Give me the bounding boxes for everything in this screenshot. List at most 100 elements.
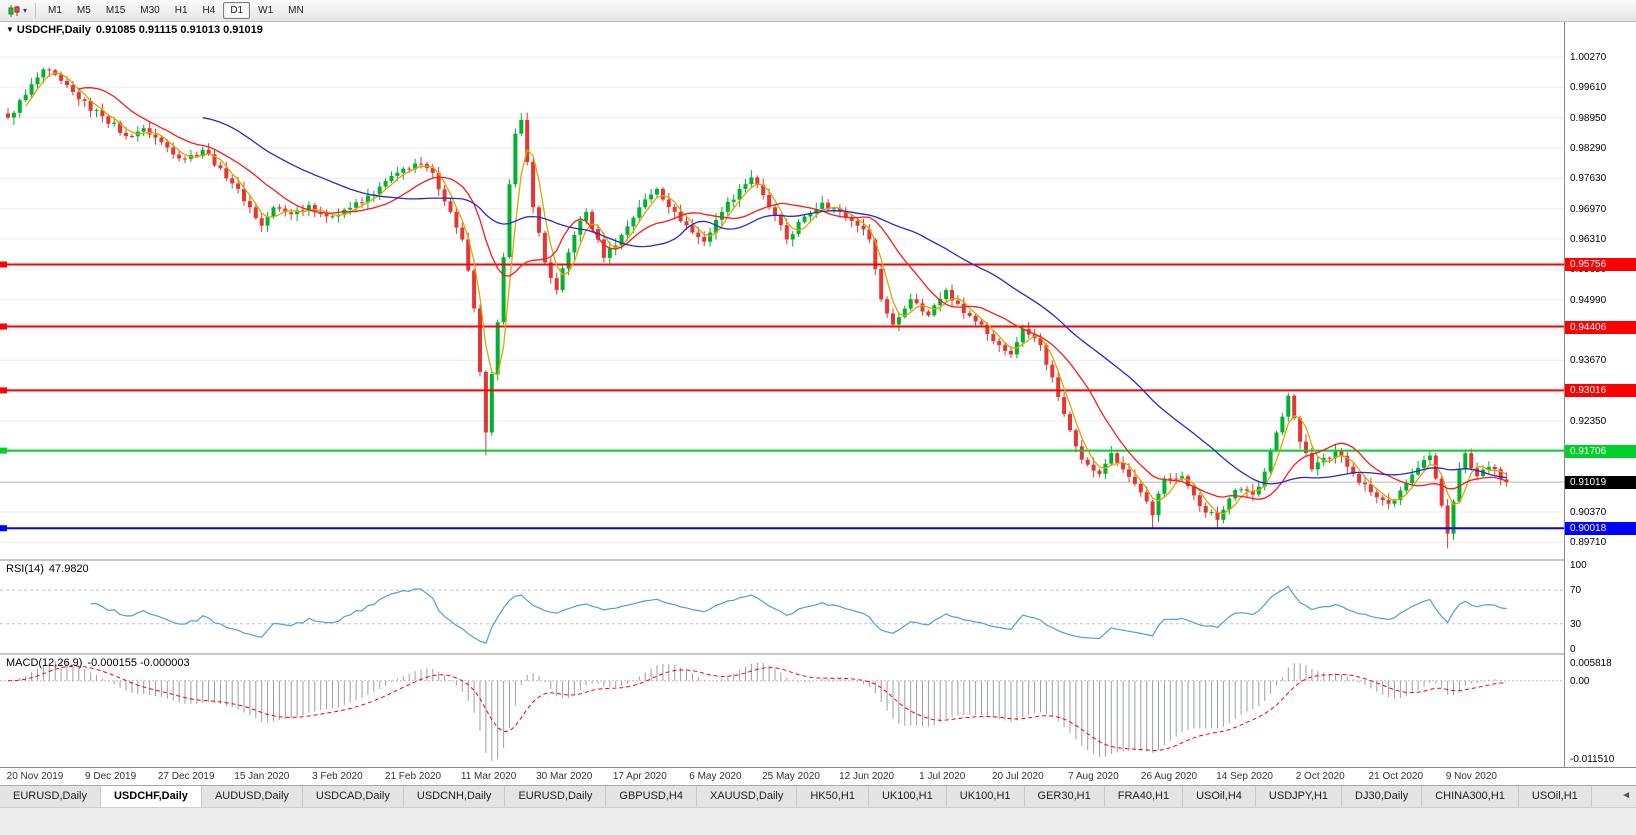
date-tick-label: 15 Jan 2020 — [234, 771, 290, 782]
pane-separator[interactable] — [0, 559, 1636, 561]
date-tick-label: 7 Aug 2020 — [1068, 771, 1119, 782]
timeframe-button-m15[interactable]: M15 — [105, 5, 126, 16]
macd-scale-zero: 0.00 — [1570, 675, 1590, 687]
chart-tab-eurusd-daily[interactable]: EURUSD,Daily — [0, 786, 101, 807]
rsi-level-label: 30 — [1570, 618, 1582, 630]
chart-tab-uk100-h1[interactable]: UK100,H1 — [868, 786, 947, 807]
chart-tab-ger30-h1[interactable]: GER30,H1 — [1024, 786, 1105, 807]
price-tick-label: 0.94990 — [1570, 294, 1607, 306]
price-chart-canvas[interactable] — [0, 22, 1564, 559]
price-scale[interactable]: 1.00270 0.99610 0.98950 0.98290 0.97630 0.969… — [1564, 22, 1636, 767]
price-tick-label: 0.93670 — [1570, 355, 1607, 367]
price-tick-label: 0.99610 — [1570, 82, 1607, 94]
rsi-level-label: 100 — [1570, 560, 1587, 571]
timeframe-button-m1[interactable]: M1 — [48, 5, 62, 16]
price-tick-label: 1.00270 — [1570, 51, 1607, 63]
chart-symbol-label: USDCHF,Daily — [16, 24, 91, 36]
chart-ohlc-values: 0.91085 0.91115 0.91013 0.91019 — [95, 24, 263, 36]
date-tick-label: 2 Oct 2020 — [1295, 771, 1345, 782]
macd-scale-bottom: -0.011510 — [1570, 754, 1615, 765]
price-tick-label: 0.90370 — [1570, 507, 1607, 519]
last-price-tag: 0.91019 — [1565, 476, 1636, 490]
chart-title: ▼ USDCHF,Daily 0.91085 0.91115 0.91013 0.9… — [6, 24, 263, 36]
timeframe-button-h1[interactable]: H1 — [174, 5, 188, 16]
tab-scroll-left-icon[interactable]: ◄ — [1621, 790, 1631, 801]
chart-window: ▼ USDCHF,Daily 0.91085 0.91115 0.91013 0.9… — [0, 22, 1636, 785]
price-tick-label: 0.98950 — [1570, 112, 1607, 124]
time-axis[interactable]: 20 Nov 2019 9 Dec 2019 27 Dec 2019 15 Jan 2… — [0, 767, 1636, 785]
hline-price-tag[interactable]: 0.93016 — [1565, 384, 1636, 398]
chevron-down-icon: ▾ — [23, 6, 28, 15]
timeframe-button-m5[interactable]: M5 — [76, 5, 91, 16]
macd-scale-top: 0.005818 — [1570, 658, 1612, 669]
chart-tab-xauusd-daily[interactable]: XAUUSD,Daily — [696, 786, 798, 807]
date-tick-label: 3 Feb 2020 — [312, 771, 363, 782]
price-tick-label: 0.89710 — [1570, 537, 1607, 549]
chart-tab-usoil-h1[interactable]: USOil,H1 — [1518, 786, 1592, 807]
macd-chart-canvas[interactable] — [0, 655, 1564, 767]
price-tick-label: 0.96310 — [1570, 233, 1607, 245]
rsi-pane[interactable]: RSI(14) 47.9820 — [0, 561, 1564, 653]
chart-tab-fra40-h1[interactable]: FRA40,H1 — [1104, 786, 1184, 807]
date-tick-label: 14 Sep 2020 — [1216, 771, 1273, 782]
date-tick-label: 27 Dec 2019 — [157, 771, 215, 782]
chart-tab-usdcnh-daily[interactable]: USDCNH,Daily — [403, 786, 506, 807]
chart-tab-usdjpy-h1[interactable]: USDJPY,H1 — [1255, 786, 1343, 807]
macd-values: -0.000155 -0.000003 — [87, 657, 190, 669]
price-tick-label: 0.97630 — [1570, 173, 1607, 185]
rsi-label: RSI(14) 47.9820 — [6, 563, 89, 575]
macd-name: MACD(12,26,9) — [6, 657, 83, 669]
hline-price-tag[interactable]: 0.91706 — [1565, 444, 1636, 458]
hline-price-tag[interactable]: 0.90018 — [1565, 522, 1636, 536]
date-tick-label: 30 Mar 2020 — [536, 771, 593, 782]
date-tick-label: 6 May 2020 — [689, 771, 742, 782]
chart-tabs: EURUSD,Daily USDCHF,Daily AUDUSD,Daily USDC… — [0, 786, 1592, 807]
price-tick-label: 0.96970 — [1570, 203, 1607, 215]
chart-tab-usdchf-daily[interactable]: USDCHF,Daily — [100, 786, 202, 807]
date-tick-label: 25 May 2020 — [762, 771, 820, 782]
chart-tab-audusd-daily[interactable]: AUDUSD,Daily — [201, 786, 303, 807]
chart-tab-gbpusd-h4[interactable]: GBPUSD,H4 — [606, 786, 697, 807]
timeframe-toolbar: ▾ M1 M5 M15 M30 H1 H4 D1 W1 MN — [0, 0, 1636, 22]
macd-label: MACD(12,26,9) -0.000155 -0.000003 — [6, 657, 190, 669]
date-tick-label: 21 Oct 2020 — [1368, 771, 1424, 782]
timeframe-button-w1[interactable]: W1 — [258, 5, 274, 16]
hline-price-tag[interactable]: 0.95756 — [1565, 258, 1636, 272]
chart-tab-hk50-h1[interactable]: HK50,H1 — [797, 786, 869, 807]
macd-pane[interactable]: MACD(12,26,9) -0.000155 -0.000003 — [0, 655, 1564, 767]
chart-dropdown-icon[interactable]: ▼ — [6, 25, 14, 34]
date-tick-label: 1 Jul 2020 — [919, 771, 966, 782]
chart-tab-usoil-h4[interactable]: USOil,H4 — [1183, 786, 1256, 807]
date-tick-label: 26 Aug 2020 — [1140, 771, 1198, 782]
price-pane[interactable]: ▼ USDCHF,Daily 0.91085 0.91115 0.91013 0.9… — [0, 22, 1564, 559]
candlestick-chart-icon[interactable]: ▾ — [4, 3, 30, 19]
price-tick-label: 0.98290 — [1570, 142, 1607, 154]
date-tick-label: 17 Apr 2020 — [612, 771, 667, 782]
timeframe-button-m30[interactable]: M30 — [140, 5, 160, 16]
timeframe-button-mn[interactable]: MN — [288, 5, 304, 16]
chart-tab-dj30-daily[interactable]: DJ30,Daily — [1342, 786, 1423, 807]
timeframe-buttons: M1 M5 M15 M30 H1 H4 D1 W1 MN — [41, 2, 312, 19]
rsi-chart-canvas[interactable] — [0, 561, 1564, 653]
price-tick-label: 0.92350 — [1570, 416, 1607, 427]
timeframe-button-d1[interactable]: D1 — [223, 2, 251, 19]
date-tick-label: 9 Nov 2020 — [1445, 771, 1497, 782]
chart-tab-eurusd-daily[interactable]: EURUSD,Daily — [505, 786, 607, 807]
chart-tab-uk100-h1[interactable]: UK100,H1 — [946, 786, 1025, 807]
date-tick-label: 9 Dec 2019 — [85, 771, 137, 782]
date-tick-label: 20 Jul 2020 — [991, 771, 1044, 782]
rsi-value: 47.9820 — [48, 563, 89, 575]
toolbar-separator — [35, 3, 37, 18]
date-tick-label: 20 Nov 2019 — [6, 771, 64, 782]
date-tick-label: 11 Mar 2020 — [460, 771, 517, 782]
chart-tab-usdcad-daily[interactable]: USDCAD,Daily — [302, 786, 404, 807]
hline-price-tag[interactable]: 0.94406 — [1565, 320, 1636, 334]
pane-separator[interactable] — [0, 653, 1636, 655]
date-tick-label: 12 Jun 2020 — [839, 771, 895, 782]
date-tick-label: 21 Feb 2020 — [384, 771, 442, 782]
timeframe-button-h4[interactable]: H4 — [202, 5, 216, 16]
chart-tab-china300-h1[interactable]: CHINA300,H1 — [1422, 786, 1519, 807]
rsi-level-label: 0 — [1570, 644, 1576, 655]
chart-tabs-bar: EURUSD,Daily USDCHF,Daily AUDUSD,Daily USDC… — [0, 785, 1636, 807]
